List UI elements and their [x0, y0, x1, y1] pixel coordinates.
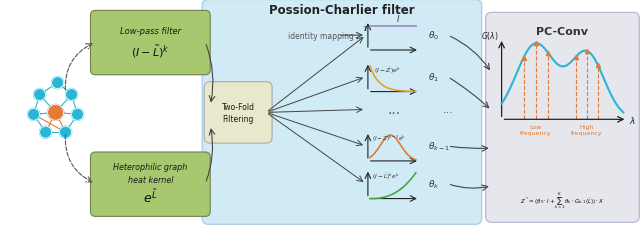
- Text: High
frequency: High frequency: [571, 125, 603, 135]
- Circle shape: [34, 89, 45, 101]
- Text: 1: 1: [362, 26, 367, 32]
- Text: Low-pass filter: Low-pass filter: [120, 27, 181, 36]
- Circle shape: [60, 127, 72, 139]
- Circle shape: [52, 77, 63, 89]
- FancyBboxPatch shape: [90, 11, 210, 75]
- Text: $(I-\tilde{Z})e^k$: $(I-\tilde{Z})e^k$: [374, 65, 401, 76]
- Text: Two-Fold
Filtering: Two-Fold Filtering: [221, 103, 255, 123]
- FancyBboxPatch shape: [202, 0, 482, 224]
- Text: $I$: $I$: [396, 13, 400, 24]
- Text: Heterophilic graph
heat kernel: Heterophilic graph heat kernel: [113, 162, 188, 184]
- Text: $Z^* = (\theta_0 \cdot I + \sum_{k=1}^{K}\theta_k \cdot G_{k,1}(\tilde{L})) \cdo: $Z^* = (\theta_0 \cdot I + \sum_{k=1}^{K…: [520, 191, 605, 211]
- Text: $G(\lambda)$: $G(\lambda)$: [481, 30, 499, 42]
- FancyBboxPatch shape: [486, 13, 639, 222]
- Text: Possion-Charlier filter: Possion-Charlier filter: [269, 4, 415, 17]
- Text: $(I-\tilde{L})^k e^k$: $(I-\tilde{L})^k e^k$: [372, 171, 399, 181]
- Circle shape: [47, 105, 63, 121]
- Circle shape: [65, 89, 77, 101]
- FancyBboxPatch shape: [90, 152, 210, 216]
- Text: Low
frequency: Low frequency: [520, 125, 552, 135]
- FancyBboxPatch shape: [204, 82, 272, 144]
- Text: $\theta_k$: $\theta_k$: [428, 178, 439, 190]
- Circle shape: [28, 109, 40, 121]
- Text: $e^{\tilde{L}}$: $e^{\tilde{L}}$: [143, 188, 157, 206]
- Text: ...: ...: [442, 105, 453, 115]
- Circle shape: [72, 109, 83, 121]
- Text: $\theta_0$: $\theta_0$: [428, 30, 439, 42]
- Text: $(I-\tilde{Z})^{k-1}e^k$: $(I-\tilde{Z})^{k-1}e^k$: [372, 134, 406, 144]
- Text: identity mapping: identity mapping: [288, 32, 354, 40]
- Text: $\lambda$: $\lambda$: [629, 114, 636, 125]
- Text: $\theta_1$: $\theta_1$: [428, 71, 439, 84]
- Text: $(I - \tilde{L})^k$: $(I - \tilde{L})^k$: [131, 44, 170, 60]
- Circle shape: [40, 127, 52, 139]
- Text: $\theta_{k-1}$: $\theta_{k-1}$: [428, 140, 450, 153]
- Text: PC-Conv: PC-Conv: [536, 27, 588, 37]
- Text: ...: ...: [387, 103, 401, 117]
